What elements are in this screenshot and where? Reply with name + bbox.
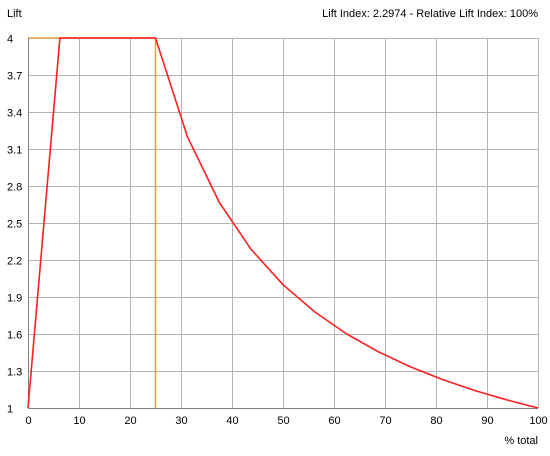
y-tick-label: 1.9 bbox=[7, 293, 22, 305]
x-tick-label: 10 bbox=[73, 415, 85, 427]
y-tick-label: 3.1 bbox=[7, 145, 22, 157]
lift-curve-line bbox=[27, 37, 539, 409]
chart-title: Lift Index: 2.2974 - Relative Lift Index… bbox=[322, 8, 538, 20]
x-tick-label: 50 bbox=[277, 415, 289, 427]
y-tick-label: 3.4 bbox=[7, 108, 22, 120]
y-tick-label: 1.6 bbox=[7, 330, 22, 342]
x-tick-label: 30 bbox=[175, 415, 187, 427]
y-tick-label: 2.5 bbox=[7, 219, 22, 231]
x-tick-label: 90 bbox=[481, 415, 493, 427]
x-tick-label: 70 bbox=[379, 415, 391, 427]
y-tick-label: 3.7 bbox=[7, 71, 22, 83]
label-layer: Lift Lift Index: 2.2974 - Relative Lift … bbox=[7, 8, 538, 447]
grid-layer bbox=[28, 38, 539, 409]
y-tick-label: 2.2 bbox=[7, 256, 22, 268]
y-axis-label: Lift bbox=[7, 8, 22, 20]
y-tick-label: 2.8 bbox=[7, 182, 22, 194]
x-tick-label: 20 bbox=[124, 415, 136, 427]
series-layer bbox=[27, 37, 539, 409]
x-tick-label: 0 bbox=[25, 415, 31, 427]
y-tick-label: 4 bbox=[7, 34, 13, 46]
y-tick-label: 1 bbox=[7, 404, 13, 416]
x-tick-label: 40 bbox=[226, 415, 238, 427]
x-tick-label: 100 bbox=[529, 415, 547, 427]
y-tick-label: 1.3 bbox=[7, 367, 22, 379]
x-axis-label: % total bbox=[504, 435, 538, 447]
x-tick-label: 60 bbox=[328, 415, 340, 427]
axis-layer: 11.31.61.92.22.52.83.13.43.740 10 20 30 40 50… bbox=[7, 34, 548, 428]
x-tick-label: 80 bbox=[430, 415, 442, 427]
